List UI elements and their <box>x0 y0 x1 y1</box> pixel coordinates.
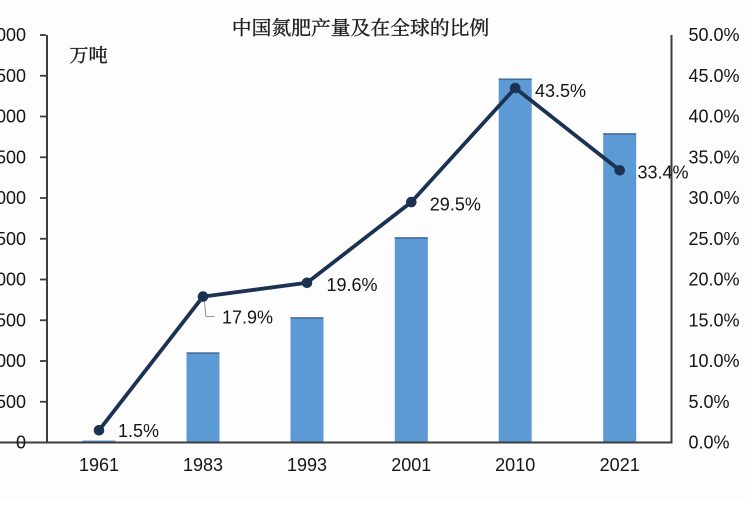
svg-text:45.0%: 45.0% <box>689 66 740 86</box>
svg-text:2010: 2010 <box>495 455 535 475</box>
svg-text:3500: 3500 <box>0 147 26 167</box>
svg-text:4500: 4500 <box>0 66 26 86</box>
svg-text:2021: 2021 <box>600 455 640 475</box>
svg-text:40.0%: 40.0% <box>689 107 740 127</box>
svg-text:17.9%: 17.9% <box>222 308 273 328</box>
svg-text:1961: 1961 <box>79 455 119 475</box>
svg-text:2500: 2500 <box>0 229 26 249</box>
svg-text:29.5%: 29.5% <box>430 195 481 215</box>
svg-text:43.5%: 43.5% <box>535 81 586 101</box>
svg-text:35.0%: 35.0% <box>689 147 740 167</box>
svg-text:1983: 1983 <box>183 455 223 475</box>
svg-text:1.5%: 1.5% <box>118 421 159 441</box>
svg-text:0.0%: 0.0% <box>689 433 730 453</box>
svg-text:10.0%: 10.0% <box>689 351 740 371</box>
svg-text:2001: 2001 <box>391 455 431 475</box>
svg-text:19.6%: 19.6% <box>327 275 378 295</box>
svg-text:33.4%: 33.4% <box>638 163 689 183</box>
svg-text:4000: 4000 <box>0 107 26 127</box>
svg-text:1000: 1000 <box>0 351 26 371</box>
svg-text:2000: 2000 <box>0 270 26 290</box>
svg-text:30.0%: 30.0% <box>689 188 740 208</box>
svg-text:0: 0 <box>16 433 26 453</box>
svg-text:1500: 1500 <box>0 310 26 330</box>
svg-text:1993: 1993 <box>287 455 327 475</box>
svg-text:20.0%: 20.0% <box>689 270 740 290</box>
svg-text:5.0%: 5.0% <box>689 392 730 412</box>
svg-text:3000: 3000 <box>0 188 26 208</box>
svg-text:25.0%: 25.0% <box>689 229 740 249</box>
svg-text:50.0%: 50.0% <box>689 25 740 45</box>
svg-text:15.0%: 15.0% <box>689 310 740 330</box>
svg-text:500: 500 <box>0 392 26 412</box>
